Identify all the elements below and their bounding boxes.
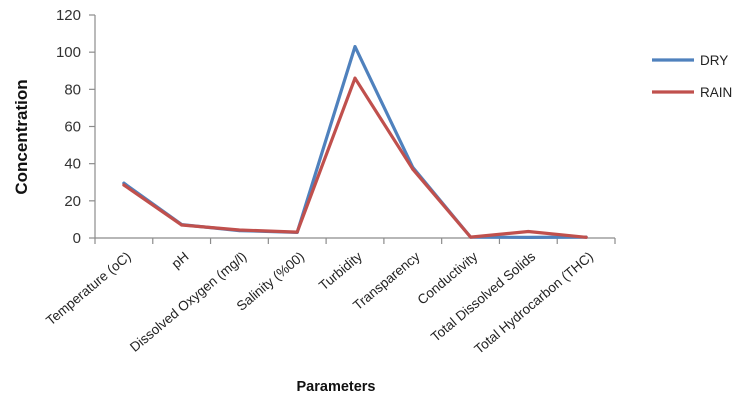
data-point-rain (295, 230, 299, 234)
data-point-rain (584, 235, 588, 239)
x-tick-label: Temperature (oC) (43, 249, 134, 328)
data-point-rain (411, 167, 415, 171)
y-tick-label: 100 (56, 44, 81, 61)
y-tick-label: 20 (64, 193, 81, 210)
legend: DRY RAIN (652, 53, 732, 100)
series-line-rain (122, 76, 588, 239)
y-tick-label: 120 (56, 7, 81, 24)
x-tick-label: Total Dissolved Solids (428, 249, 538, 345)
y-tick-label: 40 (64, 156, 81, 173)
x-axis-title: Parameters (297, 379, 376, 395)
data-point-rain (122, 183, 126, 187)
legend-label-dry: DRY (700, 53, 728, 68)
data-point-rain (180, 223, 184, 227)
data-point-rain (237, 228, 241, 232)
data-point-rain (469, 235, 473, 239)
data-point-rain (353, 76, 357, 80)
x-tick-label: Turbidity (316, 249, 365, 294)
y-ticks: 0 20 40 60 80 100 120 (56, 7, 95, 247)
x-tick-label: pH (169, 249, 192, 272)
y-tick-label: 80 (64, 81, 81, 98)
series-line-dry (122, 44, 588, 239)
legend-label-rain: RAIN (700, 85, 732, 100)
y-tick-label: 60 (64, 119, 81, 136)
y-axis-title: Concentration (12, 79, 31, 194)
x-tick-label: Dissolved Oxygen (mg/l) (127, 249, 249, 355)
data-point-rain (526, 229, 530, 233)
data-point-dry (353, 45, 357, 49)
x-tick-label: Total Hydrocarbon (THC) (471, 249, 596, 357)
data-point-dry (526, 235, 530, 239)
y-tick-label: 0 (73, 230, 81, 247)
series-layer (122, 44, 588, 239)
